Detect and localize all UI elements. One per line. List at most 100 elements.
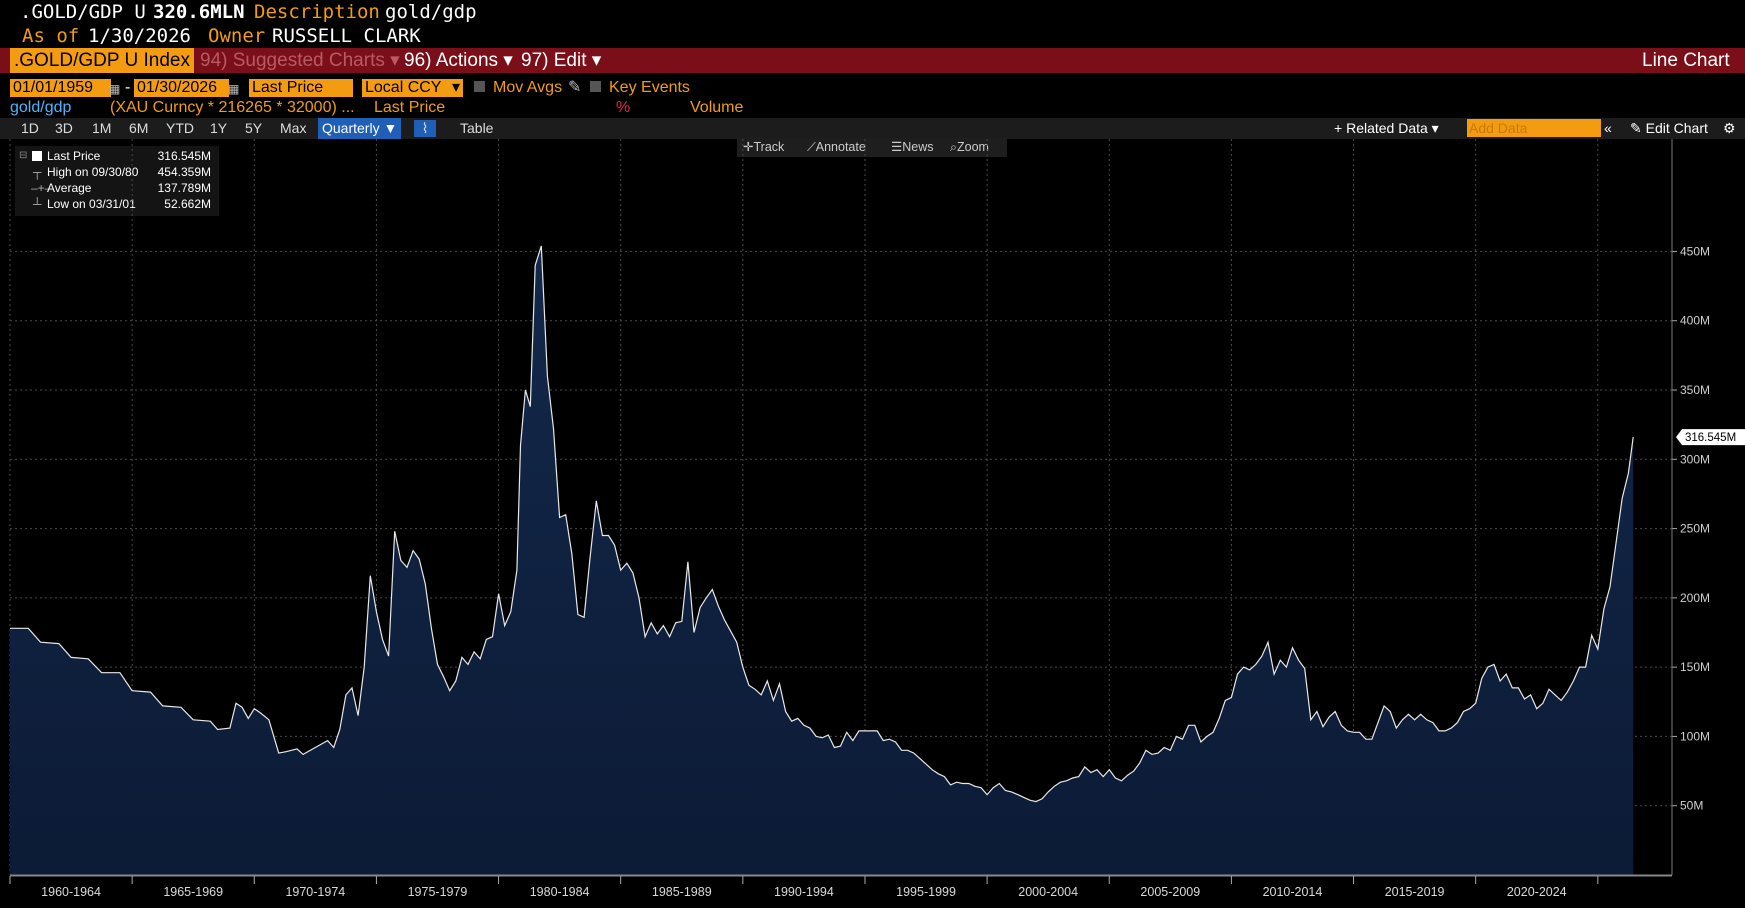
- legend-high-value: 454.359M: [157, 165, 211, 179]
- gold-gdp-area: [10, 245, 1634, 875]
- start-date-field[interactable]: 01/01/1959: [10, 79, 111, 97]
- x-tick-label: 2015-2019: [1385, 885, 1445, 899]
- add-data-input[interactable]: Add Data: [1467, 119, 1601, 137]
- range-bar: 1D 3D 1M 6M YTD 1Y 5Y Max Quarterly ▼ ⌇ …: [0, 118, 1745, 139]
- currency-value: Local CCY: [365, 79, 442, 96]
- chart-tools: ✛ Track ⟋ Annotate ☰ News ⌕ Zoom: [737, 138, 1007, 157]
- track-tool[interactable]: ✛ Track: [743, 138, 784, 157]
- y-tick-label: 350M: [1680, 383, 1710, 397]
- minus-icon[interactable]: ⊟: [19, 150, 28, 161]
- legend-last-value: 316.545M: [157, 149, 211, 163]
- related-data-label: Related Data: [1346, 120, 1428, 136]
- y-axis: 50M 100M 150M 200M 250M 300M 350M 400M 450M: [1671, 139, 1710, 875]
- y-tick-label: 450M: [1680, 244, 1710, 258]
- y-tick-label: 400M: [1680, 314, 1710, 328]
- ticker-short: .GOLD/GDP U: [20, 1, 146, 23]
- line-chart-icon[interactable]: ⌇: [414, 120, 436, 137]
- edit-num: 97): [521, 50, 549, 71]
- legend-last-label: Last Price: [47, 149, 101, 163]
- security-field[interactable]: .GOLD/GDP U Index: [10, 48, 194, 73]
- legend-low-label: Low on 03/31/01: [47, 197, 136, 211]
- x-tick-label: 2005-2009: [1140, 885, 1200, 899]
- mov-avgs-label: Mov Avgs: [493, 79, 563, 96]
- pencil-icon[interactable]: ✎: [568, 79, 582, 96]
- owner-value: RUSSELL CLARK: [272, 25, 421, 47]
- chevron-down-icon: ▾: [451, 79, 460, 96]
- last-price-tag: [1676, 429, 1745, 446]
- legend-high: ┬ High on 09/30/80 454.359M: [15, 164, 219, 180]
- description-label: Description: [254, 1, 380, 23]
- range-3d[interactable]: 3D: [55, 120, 73, 136]
- key-events-checkbox[interactable]: [590, 81, 601, 92]
- frequency-value: Quarterly: [322, 120, 380, 136]
- edit-menu[interactable]: 97) Edit ▾: [521, 50, 602, 71]
- series-percent: %: [616, 99, 631, 116]
- calendar-icon[interactable]: ▦: [109, 82, 121, 96]
- track-label: Track: [753, 140, 785, 154]
- x-axis: 1960-1964 1965-1969 1970-1974 1975-1979 1980…: [9, 874, 1672, 899]
- gear-icon[interactable]: ⚙: [1723, 120, 1736, 136]
- suggested-label: Suggested Charts: [232, 50, 385, 71]
- related-data-menu[interactable]: + Related Data ▾: [1334, 120, 1439, 136]
- series-field: Last Price: [374, 99, 446, 116]
- y-tick-label: 50M: [1680, 799, 1703, 813]
- frequency-select[interactable]: Quarterly ▼: [318, 118, 402, 139]
- series-formula: (XAU Curncy * 216265 * 32000) ...: [110, 99, 355, 116]
- legend-average: –+– Average 137.789M: [15, 180, 219, 196]
- line-chart[interactable]: 50M 100M 150M 200M 250M 300M 350M 400M 450M 1960…: [0, 139, 1745, 908]
- range-ytd[interactable]: YTD: [166, 120, 194, 136]
- mov-avgs-checkbox[interactable]: [474, 81, 485, 92]
- zoom-tool[interactable]: ⌕ Zoom: [950, 138, 989, 157]
- series-name: gold/gdp: [10, 99, 72, 116]
- price-field-select[interactable]: Last Price: [249, 79, 353, 97]
- y-tick-label: 300M: [1680, 452, 1710, 466]
- legend-low: ┴ Low on 03/31/01 52.662M: [15, 196, 219, 212]
- gold-gdp-line: [10, 245, 1634, 803]
- y-tick-label: 200M: [1680, 591, 1710, 605]
- x-tick-label: 1965-1969: [163, 885, 223, 899]
- date-separator: -: [125, 79, 131, 96]
- annotate-tool[interactable]: ⟋ Annotate: [807, 138, 866, 157]
- header-row: .GOLD/GDP U 320.6MLN Description gold/gd…: [0, 0, 1745, 24]
- x-tick-label: 1990-1994: [774, 885, 834, 899]
- actions-menu[interactable]: 96) Actions ▾: [404, 50, 513, 71]
- range-1y[interactable]: 1Y: [210, 120, 228, 136]
- key-events-label: Key Events: [609, 79, 690, 96]
- x-tick-label: 2000-2004: [1018, 885, 1078, 899]
- x-tick-label: 1970-1974: [285, 885, 345, 899]
- range-5y[interactable]: 5Y: [245, 120, 263, 136]
- legend-low-value: 52.662M: [164, 197, 211, 211]
- current-value: 320.6MLN: [153, 1, 245, 23]
- series-swatch: [32, 151, 42, 161]
- range-1m[interactable]: 1M: [92, 120, 112, 136]
- actions-num: 96): [404, 50, 432, 71]
- news-label: News: [902, 140, 934, 154]
- asof-value: 1/30/2026: [88, 25, 191, 47]
- y-tick-label: 100M: [1680, 729, 1710, 743]
- range-1d[interactable]: 1D: [21, 120, 39, 136]
- end-date-field[interactable]: 01/30/2026: [134, 79, 229, 97]
- currency-select[interactable]: Local CCY ▾: [362, 79, 463, 97]
- last-price-tag-text: 316.545M: [1685, 432, 1736, 444]
- owner-label: Owner: [208, 25, 266, 47]
- legend-average-label: Average: [47, 181, 92, 195]
- legend-high-label: High on 09/30/80: [47, 165, 139, 179]
- actions-label: Actions: [435, 50, 499, 71]
- chart-type-label: Line Chart: [1642, 50, 1730, 71]
- y-tick-label: 150M: [1680, 660, 1710, 674]
- collapse-icon[interactable]: «: [1604, 120, 1612, 136]
- edit-chart-button[interactable]: ✎ Edit Chart: [1630, 120, 1708, 136]
- legend-last: ⊟ Last Price 316.545M: [15, 148, 219, 164]
- high-marker-icon: ┬: [33, 165, 42, 179]
- x-tick-label: 1975-1979: [408, 885, 468, 899]
- news-tool[interactable]: ☰ News: [891, 138, 933, 157]
- range-max[interactable]: Max: [280, 120, 307, 136]
- add-data-placeholder: Add Data: [1469, 120, 1528, 136]
- calendar-icon[interactable]: ▦: [228, 82, 240, 96]
- suggested-charts-menu[interactable]: 94) Suggested Charts ▾: [200, 50, 400, 71]
- asof-row: As of 1/30/2026 Owner RUSSELL CLARK: [0, 24, 1745, 48]
- table-button[interactable]: Table: [460, 120, 494, 136]
- series-row: gold/gdp (XAU Curncy * 216265 * 32000) .…: [0, 99, 1745, 117]
- toolbar: .GOLD/GDP U Index 94) Suggested Charts ▾…: [0, 48, 1745, 73]
- range-6m[interactable]: 6M: [129, 120, 149, 136]
